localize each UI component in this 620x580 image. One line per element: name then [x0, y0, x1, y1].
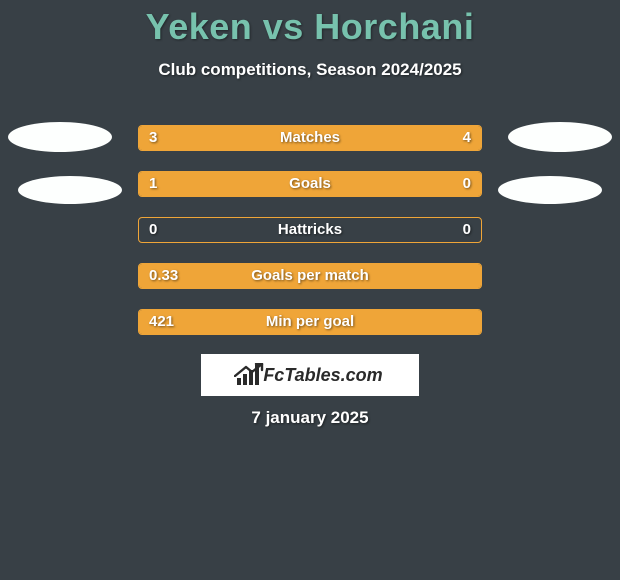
player-left-team-placeholder	[18, 176, 122, 204]
player-left-avatar-placeholder	[8, 122, 112, 152]
bar-label: Min per goal	[139, 310, 481, 334]
comparison-bars: 3Matches41Goals00Hattricks00.33Goals per…	[138, 125, 482, 355]
snapshot-date: 7 january 2025	[0, 408, 620, 428]
comparison-bar-row: 421Min per goal	[138, 309, 482, 335]
page-title: Yeken vs Horchani	[0, 0, 620, 48]
page-subtitle: Club competitions, Season 2024/2025	[0, 60, 620, 80]
comparison-infographic: Yeken vs Horchani Club competitions, Sea…	[0, 0, 620, 580]
bar-right-value: 0	[463, 218, 471, 242]
arrow-up-icon	[234, 363, 264, 377]
bar-label: Goals	[139, 172, 481, 196]
fctables-logo: FcTables.com	[201, 354, 419, 396]
bar-label: Goals per match	[139, 264, 481, 288]
comparison-bar-row: 1Goals0	[138, 171, 482, 197]
comparison-bar-row: 0Hattricks0	[138, 217, 482, 243]
comparison-bar-row: 0.33Goals per match	[138, 263, 482, 289]
logo-text: FcTables.com	[263, 365, 382, 386]
player-right-avatar-placeholder	[508, 122, 612, 152]
player-right-team-placeholder	[498, 176, 602, 204]
bar-right-value: 0	[463, 172, 471, 196]
comparison-bar-row: 3Matches4	[138, 125, 482, 151]
bar-label: Hattricks	[139, 218, 481, 242]
bar-label: Matches	[139, 126, 481, 150]
bar-right-value: 4	[463, 126, 471, 150]
